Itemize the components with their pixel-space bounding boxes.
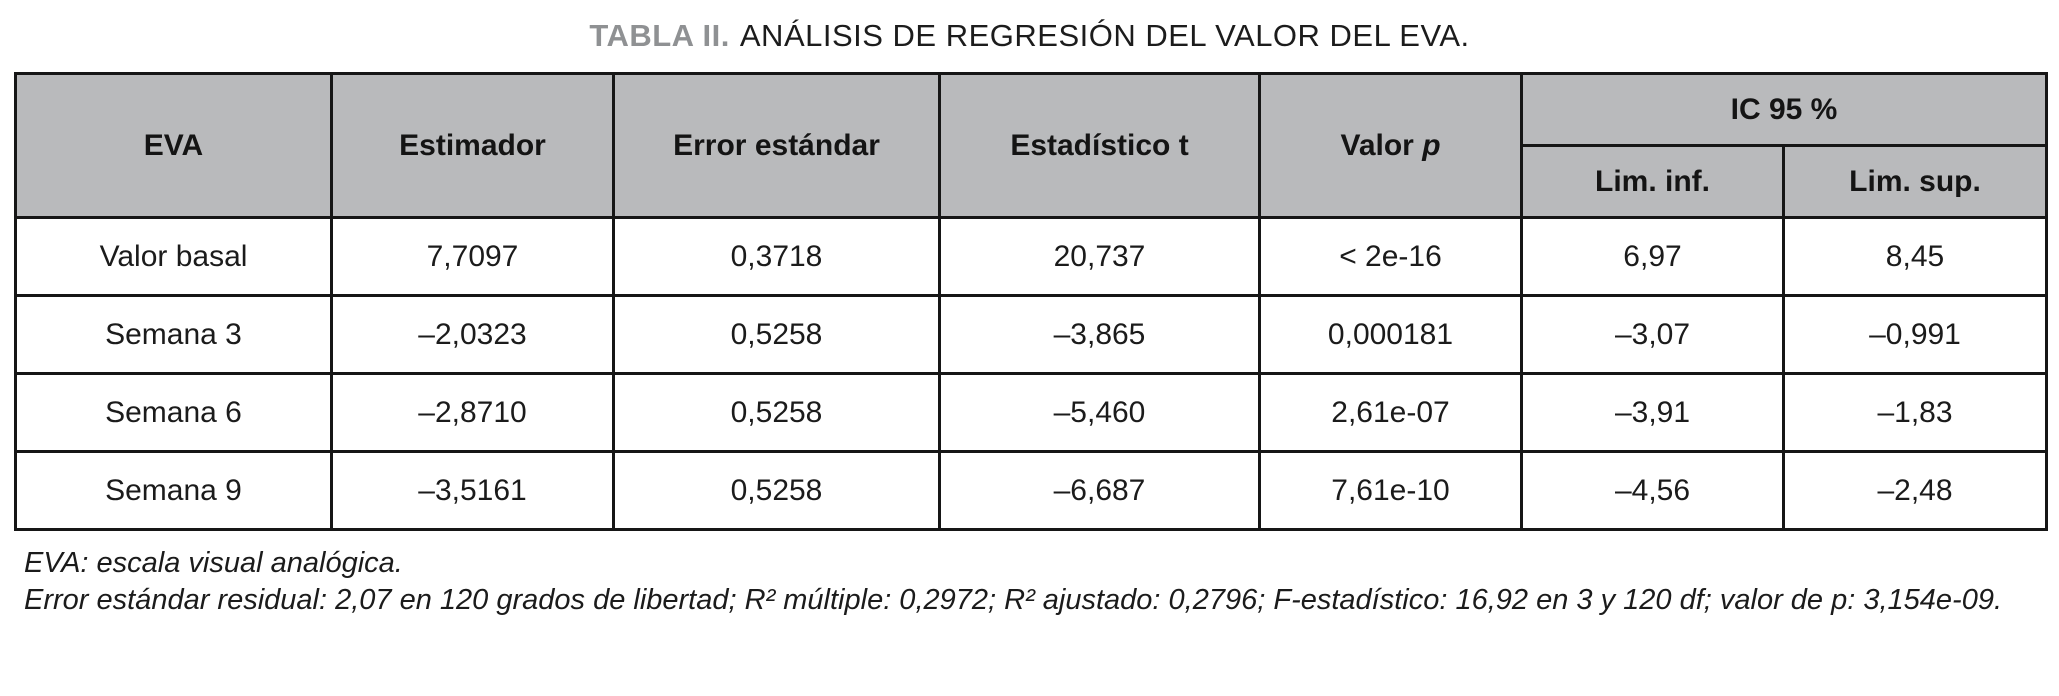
header-valor-p-symbol: p [1422,128,1441,162]
cell-error-estandar: 0,5258 [612,372,941,453]
table-footnotes: EVA: escala visual analógica. Error está… [14,545,2045,619]
cell-estimador: –2,0323 [330,294,615,375]
cell-lim-inf: –3,07 [1520,294,1785,375]
header-valor-p-prefix: Valor [1340,128,1423,162]
header-row-sub: Lim. inf. Lim. sup. [16,144,2048,219]
cell-eva: Semana 6 [14,372,333,453]
cell-lim-inf: –3,91 [1520,372,1785,453]
header-lim-inf: Lim. inf. [1520,144,1785,219]
cell-error-estandar: 0,3718 [612,216,941,297]
table-row-semana-3: Semana 3 –2,0323 0,5258 –3,865 0,000181 … [14,294,2048,375]
table-header: EVA Estimador Error estándar Estadístico… [14,72,2048,219]
cell-estadistico-t: –5,460 [938,372,1261,453]
header-error-estandar: Error estándar [612,72,941,219]
cell-estimador: –2,8710 [330,372,615,453]
cell-estadistico-t: –3,865 [938,294,1261,375]
cell-eva: Valor basal [14,216,333,297]
table-body: Valor basal 7,7097 0,3718 20,737 < 2e-16… [14,216,2048,531]
table-title-text: ANÁLISIS DE REGRESIÓN DEL VALOR DEL EVA. [739,18,1470,53]
cell-estimador: 7,7097 [330,216,615,297]
cell-valor-p: 7,61e-10 [1258,450,1523,531]
table-title-label: TABLA II. [589,18,730,53]
header-valor-p: Valor p [1258,72,1523,219]
cell-estimador: –3,5161 [330,450,615,531]
cell-error-estandar: 0,5258 [612,294,941,375]
cell-eva: Semana 3 [14,294,333,375]
cell-eva: Semana 9 [14,450,333,531]
header-lim-sup: Lim. sup. [1782,144,2048,219]
cell-valor-p: 0,000181 [1258,294,1523,375]
table-row-semana-9: Semana 9 –3,5161 0,5258 –6,687 7,61e-10 … [14,450,2048,531]
header-eva: EVA [14,72,333,219]
page: TABLA II. ANÁLISIS DE REGRESIÓN DEL VALOR… [14,18,2048,619]
table-title: TABLA II. ANÁLISIS DE REGRESIÓN DEL VALOR… [14,18,2045,54]
table-row-semana-6: Semana 6 –2,8710 0,5258 –5,460 2,61e-07 … [14,372,2048,453]
cell-lim-sup: –2,48 [1782,450,2048,531]
footnote-eva-definition: EVA: escala visual analógica. [24,547,403,579]
cell-valor-p: < 2e-16 [1258,216,1523,297]
cell-lim-sup: 8,45 [1782,216,2048,297]
header-estadistico-t: Estadístico t [938,72,1261,219]
cell-lim-sup: –0,991 [1782,294,2048,375]
cell-error-estandar: 0,5258 [612,450,941,531]
cell-estadistico-t: –6,687 [938,450,1261,531]
header-ic-95: IC 95 % [1520,72,2048,147]
header-row-top: EVA Estimador Error estándar Estadístico… [14,72,2048,219]
cell-estadistico-t: 20,737 [938,216,1261,297]
table-row-valor-basal: Valor basal 7,7097 0,3718 20,737 < 2e-16… [14,216,2048,297]
cell-lim-sup: –1,83 [1782,372,2048,453]
regression-table: EVA Estimador Error estándar Estadístico… [14,72,2048,531]
cell-lim-inf: –4,56 [1520,450,1785,531]
footnote-regression-stats: Error estándar residual: 2,07 en 120 gra… [24,584,2003,616]
cell-valor-p: 2,61e-07 [1258,372,1523,453]
cell-lim-inf: 6,97 [1520,216,1785,297]
header-estimador: Estimador [330,72,615,219]
